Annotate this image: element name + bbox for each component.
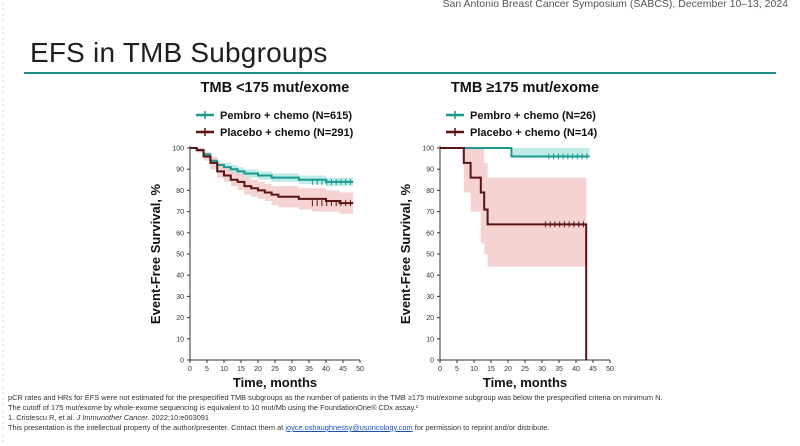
y-tick-label: 100 — [422, 146, 434, 153]
km-chart-tmb-high: TMB ≥175 mut/exome Pembro + chemo (N=26) P… — [400, 80, 614, 390]
y-tick-label: 0 — [430, 358, 434, 365]
y-tick-label: 10 — [176, 336, 184, 343]
chart-title: TMB <175 mut/exome — [201, 80, 350, 96]
y-tick-label: 90 — [426, 167, 434, 174]
y-tick-label: 70 — [426, 209, 434, 216]
x-tick-label: 5 — [205, 366, 209, 373]
footnote-cutoff: The cutoff of 175 mut/exome by whole-exo… — [8, 403, 419, 412]
x-tick-label: 50 — [356, 366, 364, 373]
y-tick-label: 90 — [176, 167, 184, 174]
x-tick-label: 20 — [254, 366, 262, 373]
legend-label-0: Pembro + chemo (N=26) — [470, 110, 596, 122]
y-tick-label: 60 — [426, 230, 434, 237]
x-tick-label: 35 — [555, 366, 563, 373]
slide-title: EFS in TMB Subgroups — [30, 37, 328, 68]
footnotes: pCR rates and HRs for EFS were not estim… — [8, 393, 793, 433]
survival-curve-1 — [440, 147, 588, 360]
y-axis-title: Event-Free Survival, % — [400, 183, 413, 324]
y-tick-label: 70 — [176, 209, 184, 216]
ci-band-1 — [190, 148, 354, 214]
y-tick-label: 0 — [180, 358, 184, 365]
ci-band-0 — [190, 148, 354, 187]
x-tick-label: 45 — [339, 366, 347, 373]
x-tick-label: 10 — [470, 366, 478, 373]
title-divider — [24, 72, 776, 74]
decorative-dot-pattern — [0, 0, 8, 446]
y-tick-label: 30 — [176, 294, 184, 301]
x-axis-title: Time, months — [483, 375, 567, 390]
x-tick-label: 20 — [504, 366, 512, 373]
x-tick-label: 5 — [455, 366, 459, 373]
x-tick-label: 25 — [521, 366, 529, 373]
y-tick-label: 10 — [426, 336, 434, 343]
x-tick-label: 30 — [538, 366, 546, 373]
x-axis-title: Time, months — [233, 375, 317, 390]
x-tick-label: 40 — [572, 366, 580, 373]
y-tick-label: 40 — [426, 273, 434, 280]
x-tick-label: 30 — [288, 366, 296, 373]
km-chart-tmb-low: TMB <175 mut/exome Pembro + chemo (N=615)… — [150, 80, 364, 390]
legend-label-1: Placebo + chemo (N=14) — [470, 127, 597, 139]
y-axis-title: Event-Free Survival, % — [150, 183, 163, 324]
footnote-copyright: This presentation is the intellectual pr… — [8, 423, 550, 432]
x-tick-label: 40 — [322, 366, 330, 373]
footnote-pcr: pCR rates and HRs for EFS were not estim… — [8, 393, 663, 402]
x-tick-label: 35 — [305, 366, 313, 373]
x-tick-label: 10 — [220, 366, 228, 373]
survival-curve-1 — [190, 147, 354, 205]
conference-header: San Antonio Breast Cancer Symposium (SAB… — [442, 0, 788, 10]
y-tick-label: 40 — [176, 273, 184, 280]
y-tick-label: 60 — [176, 230, 184, 237]
y-tick-label: 20 — [426, 315, 434, 322]
y-tick-label: 50 — [426, 252, 434, 259]
x-tick-label: 0 — [188, 366, 192, 373]
y-tick-label: 50 — [176, 252, 184, 259]
ci-band-1 — [440, 148, 587, 267]
x-tick-label: 0 — [438, 366, 442, 373]
x-tick-label: 15 — [487, 366, 495, 373]
y-tick-label: 100 — [172, 146, 184, 153]
x-tick-label: 45 — [589, 366, 597, 373]
x-tick-label: 50 — [606, 366, 614, 373]
legend-label-0: Pembro + chemo (N=615) — [220, 110, 352, 122]
y-tick-label: 20 — [176, 315, 184, 322]
y-tick-label: 80 — [176, 188, 184, 195]
legend-label-1: Placebo + chemo (N=291) — [220, 127, 354, 139]
y-tick-label: 80 — [426, 188, 434, 195]
contact-email-link[interactable]: joyce.oshaughnessy@usoncology.com — [285, 423, 413, 432]
footnote-reference: 1. Cristescu R, et al. J Immunother Canc… — [8, 413, 210, 422]
chart-title: TMB ≥175 mut/exome — [451, 80, 599, 96]
ci-band-0 — [440, 148, 590, 157]
survival-curve-0 — [440, 147, 590, 158]
x-tick-label: 15 — [237, 366, 245, 373]
x-tick-label: 25 — [271, 366, 279, 373]
y-tick-label: 30 — [426, 294, 434, 301]
